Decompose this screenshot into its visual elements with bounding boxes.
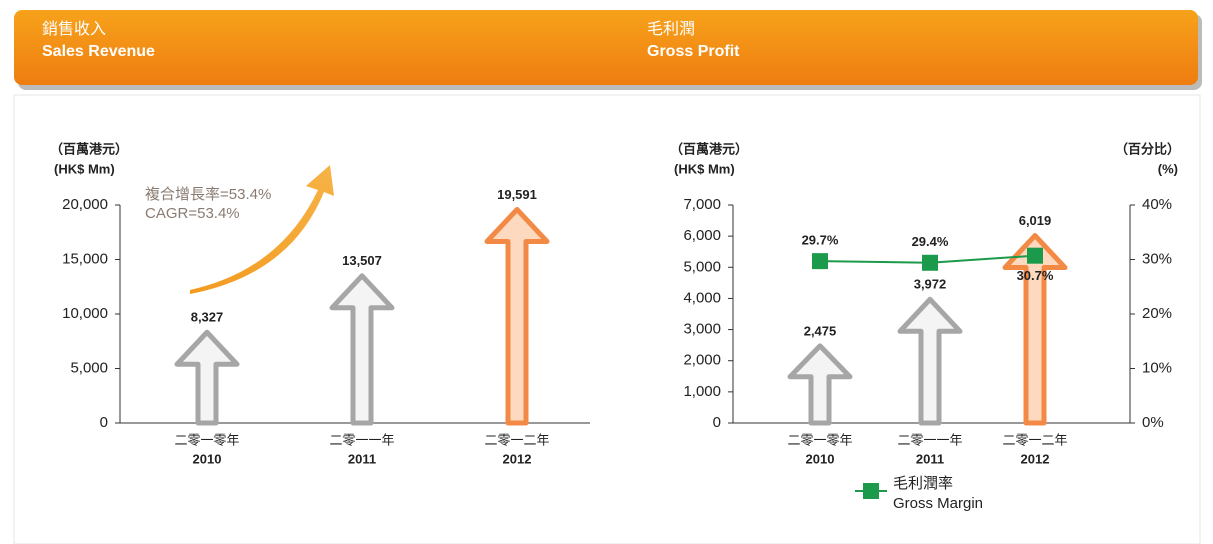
- legend-label-en: Gross Margin: [893, 495, 983, 512]
- panel: [13, 94, 1201, 544]
- arrow-bar: [787, 343, 853, 426]
- arrow-bar: [484, 206, 550, 426]
- x-tick-label-en: 2011: [916, 451, 944, 466]
- banner: [14, 10, 1198, 85]
- y-tick-label: 3,000: [683, 321, 721, 338]
- line-value-label: 30.7%: [1017, 268, 1054, 283]
- arrow-bar: [1002, 233, 1068, 426]
- legend-label: 毛利潤率: [893, 475, 953, 492]
- y-tick-label: 10,000: [62, 305, 108, 322]
- value-label: 13,507: [342, 253, 382, 268]
- y-axis-unit: (HK$ Mm): [674, 161, 735, 176]
- x-tick-label: 二零一一年: [329, 432, 394, 447]
- value-label: 8,327: [191, 310, 224, 325]
- arrow-bar: [174, 329, 240, 426]
- y-axis-unit: (HK$ Mm): [54, 161, 115, 176]
- x-tick-label-en: 2010: [806, 451, 835, 466]
- x-tick-label-en: 2012: [1021, 451, 1050, 466]
- y-tick-label: 15,000: [62, 250, 108, 267]
- value-label: 19,591: [497, 187, 537, 202]
- value-label: 3,972: [914, 277, 947, 292]
- legend-marker: [863, 483, 879, 499]
- value-label: 6,019: [1019, 213, 1052, 228]
- y2-tick-label: 40%: [1142, 196, 1172, 213]
- y-tick-label: 1,000: [683, 383, 721, 400]
- y-tick-label: 6,000: [683, 227, 721, 244]
- panel-title: 毛利潤: [647, 20, 695, 38]
- annotation: CAGR=53.4%: [145, 205, 240, 222]
- y2-tick-label: 10%: [1142, 359, 1172, 376]
- y-tick-label: 0: [713, 414, 721, 431]
- line-value-label: 29.4%: [912, 234, 949, 249]
- y-axis-label: （百萬港元）: [50, 141, 128, 156]
- x-tick-label: 二零一一年: [897, 432, 962, 447]
- annotation: 複合增長率=53.4%: [145, 186, 271, 203]
- y-axis-label: （百萬港元）: [670, 141, 748, 156]
- y-tick-label: 7,000: [683, 196, 721, 213]
- y2-tick-label: 20%: [1142, 305, 1172, 322]
- y-tick-label: 4,000: [683, 289, 721, 306]
- y-tick-label: 5,000: [683, 258, 721, 275]
- panel-title: 銷售收入: [42, 20, 106, 38]
- x-tick-label-en: 2010: [193, 451, 222, 466]
- line-marker: [922, 254, 938, 271]
- x-tick-label-en: 2011: [348, 451, 376, 466]
- y-tick-label: 20,000: [62, 196, 108, 213]
- y-tick-label: 0: [100, 414, 108, 431]
- y2-axis-unit: (%): [1158, 161, 1178, 176]
- y2-axis-label: （百分比）: [1115, 141, 1180, 156]
- y-tick-label: 5,000: [70, 359, 108, 376]
- x-tick-label: 二零一零年: [787, 432, 852, 447]
- arrow-bar: [897, 296, 963, 426]
- line-marker: [812, 253, 828, 270]
- arrow-bar: [329, 273, 395, 426]
- line-value-label: 29.7%: [802, 233, 839, 248]
- value-label: 2,475: [804, 323, 837, 338]
- x-tick-label: 二零一二年: [484, 432, 549, 447]
- y-tick-label: 2,000: [683, 352, 721, 369]
- line-marker: [1027, 247, 1043, 264]
- panel-subtitle: Gross Profit: [647, 43, 740, 60]
- x-tick-label: 二零一零年: [174, 432, 239, 447]
- x-tick-label-en: 2012: [503, 451, 532, 466]
- cagr-arrow: [190, 165, 334, 294]
- x-tick-label: 二零一二年: [1002, 432, 1067, 447]
- y2-tick-label: 30%: [1142, 250, 1172, 267]
- panel-subtitle: Sales Revenue: [42, 43, 155, 60]
- y2-tick-label: 0%: [1142, 414, 1164, 431]
